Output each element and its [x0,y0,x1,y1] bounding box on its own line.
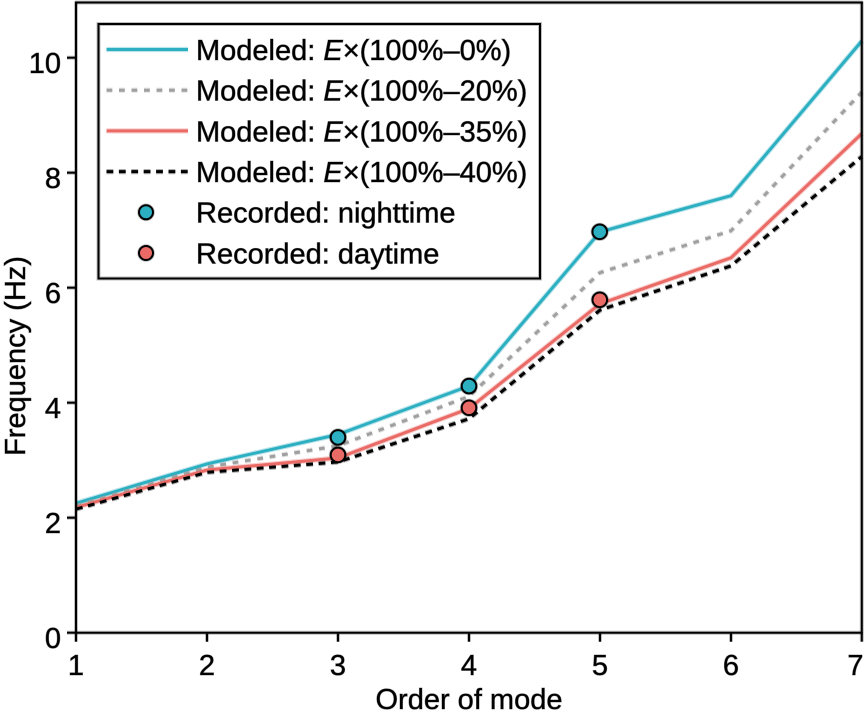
svg-text:Order of mode: Order of mode [376,684,563,716]
svg-text:Recorded: nighttime: Recorded: nighttime [196,198,456,230]
svg-text:7: 7 [847,650,863,682]
svg-text:Modeled: E×(100%–20%): Modeled: E×(100%–20%) [196,76,527,108]
svg-text:1: 1 [68,650,84,682]
svg-text:Frequency (Hz): Frequency (Hz) [0,256,32,456]
svg-text:Modeled: E×(100%–0%): Modeled: E×(100%–0%) [196,35,511,67]
svg-text:6: 6 [45,278,61,310]
svg-text:6: 6 [723,650,739,682]
svg-text:4: 4 [461,650,477,682]
svg-text:Recorded: daytime: Recorded: daytime [196,238,439,270]
svg-text:3: 3 [330,650,346,682]
svg-text:Modeled: E×(100%–35%): Modeled: E×(100%–35%) [196,116,527,148]
svg-text:0: 0 [45,623,61,655]
svg-text:4: 4 [45,393,61,425]
svg-text:2: 2 [45,508,61,540]
svg-text:10: 10 [29,48,61,80]
svg-text:Modeled: E×(100%–40%): Modeled: E×(100%–40%) [196,157,527,189]
svg-text:2: 2 [199,650,215,682]
svg-text:8: 8 [45,163,61,195]
svg-text:5: 5 [592,650,608,682]
